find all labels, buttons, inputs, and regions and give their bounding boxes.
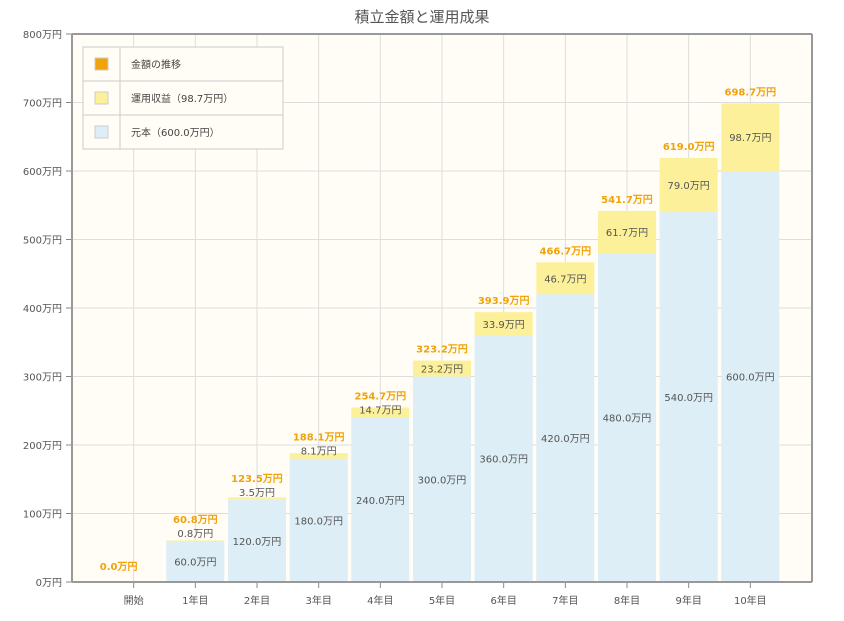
legend-label: 運用収益（98.7万円） <box>131 92 233 105</box>
y-tick-label: 0万円 <box>36 578 62 589</box>
bar-segment-gain <box>659 157 718 213</box>
data-label-gain: 8.1万円 <box>301 447 337 458</box>
x-tick-label: 2年目 <box>244 594 270 607</box>
bar-segment-principal <box>413 376 471 582</box>
data-label-total: 698.7万円 <box>725 86 777 98</box>
legend-swatch <box>94 91 109 105</box>
data-label-principal: 180.0万円 <box>294 516 343 527</box>
data-label-gain: 0.8万円 <box>177 529 213 540</box>
data-label-gain: 46.7万円 <box>544 274 586 285</box>
data-label-total: 393.9万円 <box>478 295 530 307</box>
data-label-principal: 360.0万円 <box>479 455 528 466</box>
data-label-principal: 240.0万円 <box>356 496 405 507</box>
y-tick-label: 800万円 <box>23 30 62 41</box>
data-label-principal: 60.0万円 <box>174 557 216 568</box>
data-label-total: 60.8万円 <box>173 514 218 526</box>
bar-segment-gain <box>721 103 780 171</box>
x-tick-label: 1年目 <box>182 594 208 607</box>
legend <box>82 46 284 150</box>
y-tick-label: 600万円 <box>23 167 62 178</box>
bar-segment-gain <box>474 312 533 336</box>
data-label-total: 541.7万円 <box>601 194 653 206</box>
y-tick-label: 500万円 <box>23 236 62 247</box>
bar-segment-gain <box>166 540 225 541</box>
bar-segment-gain <box>228 497 286 500</box>
data-label-principal: 600.0万円 <box>726 373 775 384</box>
y-tick-label: 300万円 <box>23 373 62 384</box>
data-label-gain: 3.5万円 <box>239 488 275 499</box>
x-tick-label: 4年目 <box>367 594 393 607</box>
data-label-total: 254.7万円 <box>355 391 407 403</box>
x-tick-label: 5年目 <box>429 594 455 607</box>
x-tick-label: 開始 <box>124 594 144 607</box>
data-label-total: 0.0万円 <box>100 561 138 573</box>
data-label-gain: 98.7万円 <box>729 133 771 144</box>
x-tick-label: 7年目 <box>552 594 578 607</box>
data-label-principal: 540.0万円 <box>664 393 713 404</box>
bar-segment-gain <box>413 360 471 377</box>
y-tick-label: 700万円 <box>23 99 62 110</box>
bar-segment-principal <box>474 335 533 582</box>
bar-segment-principal <box>289 458 348 582</box>
data-label-total: 323.2万円 <box>416 344 468 356</box>
data-label-gain: 33.9万円 <box>483 320 525 331</box>
legend-swatch <box>94 125 109 139</box>
bar-segment-gain <box>536 262 595 295</box>
x-tick-label: 10年目 <box>734 594 767 607</box>
bar-segment-principal <box>598 253 656 582</box>
bar-segment-gain <box>289 453 348 459</box>
data-label-gain: 14.7万円 <box>359 406 401 417</box>
x-tick-label: 6年目 <box>490 594 516 607</box>
data-label-gain: 23.2万円 <box>421 365 463 376</box>
y-tick-label: 400万円 <box>23 304 62 315</box>
data-label-principal: 480.0万円 <box>603 414 652 425</box>
data-label-principal: 420.0万円 <box>541 434 590 445</box>
x-tick-label: 3年目 <box>305 594 331 607</box>
y-tick-label: 200万円 <box>23 441 62 452</box>
bar-segment-principal <box>351 417 410 582</box>
data-label-total: 466.7万円 <box>540 245 592 257</box>
bar-segment-gain <box>598 210 656 254</box>
data-label-gain: 61.7万円 <box>606 228 648 239</box>
x-tick-label: 8年目 <box>614 594 640 607</box>
data-label-principal: 120.0万円 <box>233 537 282 548</box>
legend-label: 金額の推移 <box>131 58 181 71</box>
data-label-total: 619.0万円 <box>663 141 715 153</box>
data-label-total: 123.5万円 <box>231 473 283 485</box>
bar-segment-principal <box>228 499 286 582</box>
y-tick-label: 100万円 <box>23 510 62 521</box>
data-label-principal: 300.0万円 <box>418 475 467 486</box>
bar-segment-principal <box>721 171 780 582</box>
bar-segment-principal <box>659 212 718 582</box>
legend-swatch <box>94 57 109 71</box>
bar-segment-gain <box>351 407 410 418</box>
bar-segment-principal <box>536 294 595 582</box>
legend-label: 元本（600.0万円） <box>131 126 220 139</box>
bar-segment-principal <box>166 540 225 582</box>
data-label-total: 188.1万円 <box>293 432 345 444</box>
x-tick-label: 9年目 <box>675 594 701 607</box>
data-label-gain: 79.0万円 <box>668 181 710 192</box>
chart-title: 積立金額と運用成果 <box>354 8 489 26</box>
